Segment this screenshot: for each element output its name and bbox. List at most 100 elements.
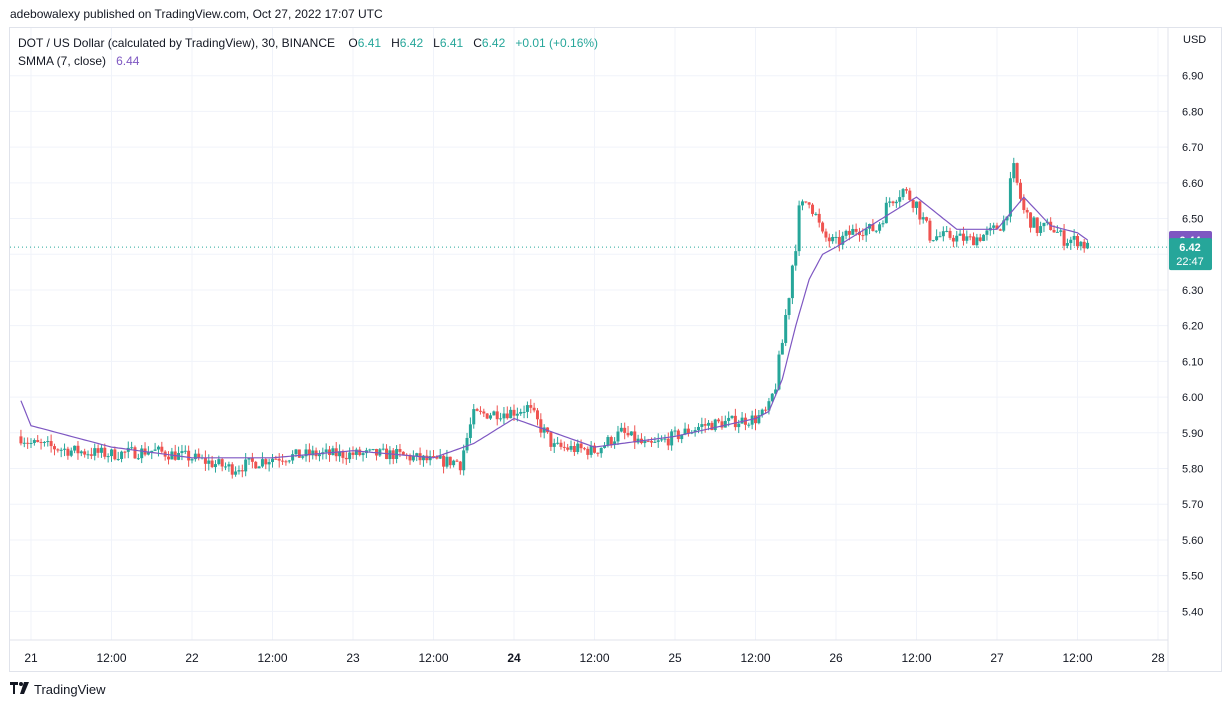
open-value: 6.41 [357, 36, 382, 50]
candle-body [834, 236, 838, 238]
candle-body [636, 438, 640, 443]
candle-body [676, 430, 680, 440]
candle-body [827, 237, 831, 242]
candle-body [338, 451, 342, 457]
candle-body [1035, 217, 1039, 233]
candle-body [559, 442, 563, 447]
candle-body [210, 460, 214, 468]
candle-body [1079, 241, 1083, 247]
candle-body [784, 314, 788, 343]
candle-body [650, 441, 654, 443]
ohlc-row: DOT / US Dollar (calculated by TradingVi… [18, 34, 598, 52]
candle-body [63, 448, 67, 450]
candle-body [207, 460, 211, 464]
candle-body [213, 464, 217, 468]
candle-body [187, 450, 191, 461]
candle-body [1069, 239, 1073, 244]
candle-body [230, 464, 234, 475]
time-tick-label: 12:00 [579, 651, 609, 665]
candle-body [703, 424, 707, 426]
candle-body [616, 431, 620, 442]
candle-body [918, 201, 922, 220]
candle-body [579, 443, 583, 449]
candle-body [354, 449, 358, 455]
candle-body [948, 230, 952, 238]
change-value: +0.01 (+0.16%) [515, 36, 599, 50]
indicator-value: 6.44 [116, 54, 140, 68]
candle-body [425, 455, 429, 461]
candle-body [499, 418, 503, 420]
candle-body [49, 441, 53, 447]
candle-body [401, 451, 405, 455]
candle-body [589, 445, 593, 455]
candle-body [1072, 235, 1076, 240]
candle-body [348, 452, 352, 460]
price-tick-label: 6.30 [1182, 285, 1203, 297]
candle-body [908, 190, 912, 200]
indicator-title[interactable]: SMMA (7, close) [18, 54, 107, 68]
publisher-caption: adebowalexy published on TradingView.com… [10, 7, 383, 21]
candle-body [700, 424, 704, 427]
tradingview-logo-icon[interactable] [10, 682, 30, 697]
candle-body [760, 409, 764, 416]
candles [19, 157, 1090, 479]
candle-body [774, 389, 778, 394]
candle-body [1032, 217, 1036, 228]
candle-body [532, 407, 536, 411]
time-tick-label: 12:00 [1062, 651, 1092, 665]
candle-body [851, 228, 855, 235]
candle-body [307, 449, 311, 456]
close-value: 6.42 [481, 36, 506, 50]
candle-body [894, 201, 898, 204]
candle-body [472, 409, 476, 425]
candle-body [29, 442, 33, 444]
price-tick-label: 5.60 [1182, 535, 1203, 547]
candle-body [525, 405, 529, 412]
candle-body [750, 415, 754, 425]
candle-body [680, 434, 684, 440]
candle-body [945, 230, 949, 232]
candle-body [911, 199, 915, 208]
symbol-title[interactable]: DOT / US Dollar (calculated by TradingVi… [18, 36, 336, 50]
time-tick-label: 21 [24, 651, 38, 665]
candle-body [1018, 182, 1022, 199]
candle-body [609, 437, 613, 445]
candle-body [448, 456, 452, 466]
bar-countdown-label: 22:47 [1176, 256, 1204, 268]
last-price-badge-label: 6.42 [1179, 242, 1200, 254]
candle-body [683, 428, 687, 435]
candle-body [260, 459, 264, 467]
candle-body [1002, 220, 1006, 231]
candle-body [898, 197, 902, 202]
candle-body [358, 449, 362, 456]
candle-body [915, 201, 918, 208]
candle-body [764, 409, 768, 411]
candle-body [455, 460, 459, 462]
candle-body [22, 442, 26, 444]
candle-body [415, 453, 419, 457]
candle-body [113, 449, 117, 460]
candle-body [52, 446, 56, 450]
time-axis: 21 12:00 22 12:00 23 12:00 24 12:00 25 12:00 26 12:… [10, 639, 1168, 665]
candle-body [301, 456, 305, 458]
footer-brand[interactable]: TradingView [34, 682, 106, 697]
candle-body [847, 230, 851, 235]
candle-body [257, 466, 261, 469]
candle-body [747, 424, 751, 426]
candle-body [626, 432, 630, 436]
chart-frame[interactable] [9, 27, 1222, 672]
candle-body [19, 436, 23, 444]
candle-body [777, 354, 781, 390]
currency-label[interactable]: USD [1183, 34, 1207, 46]
price-tick-label: 5.90 [1182, 428, 1203, 440]
candle-body [737, 423, 741, 428]
last-price-badge [1169, 238, 1212, 271]
price-tick-label: 5.80 [1182, 464, 1203, 476]
candle-body [938, 236, 942, 238]
candle-body [304, 449, 308, 457]
candle-body [240, 470, 244, 472]
candle-body [83, 451, 87, 455]
candle-body [56, 449, 60, 451]
